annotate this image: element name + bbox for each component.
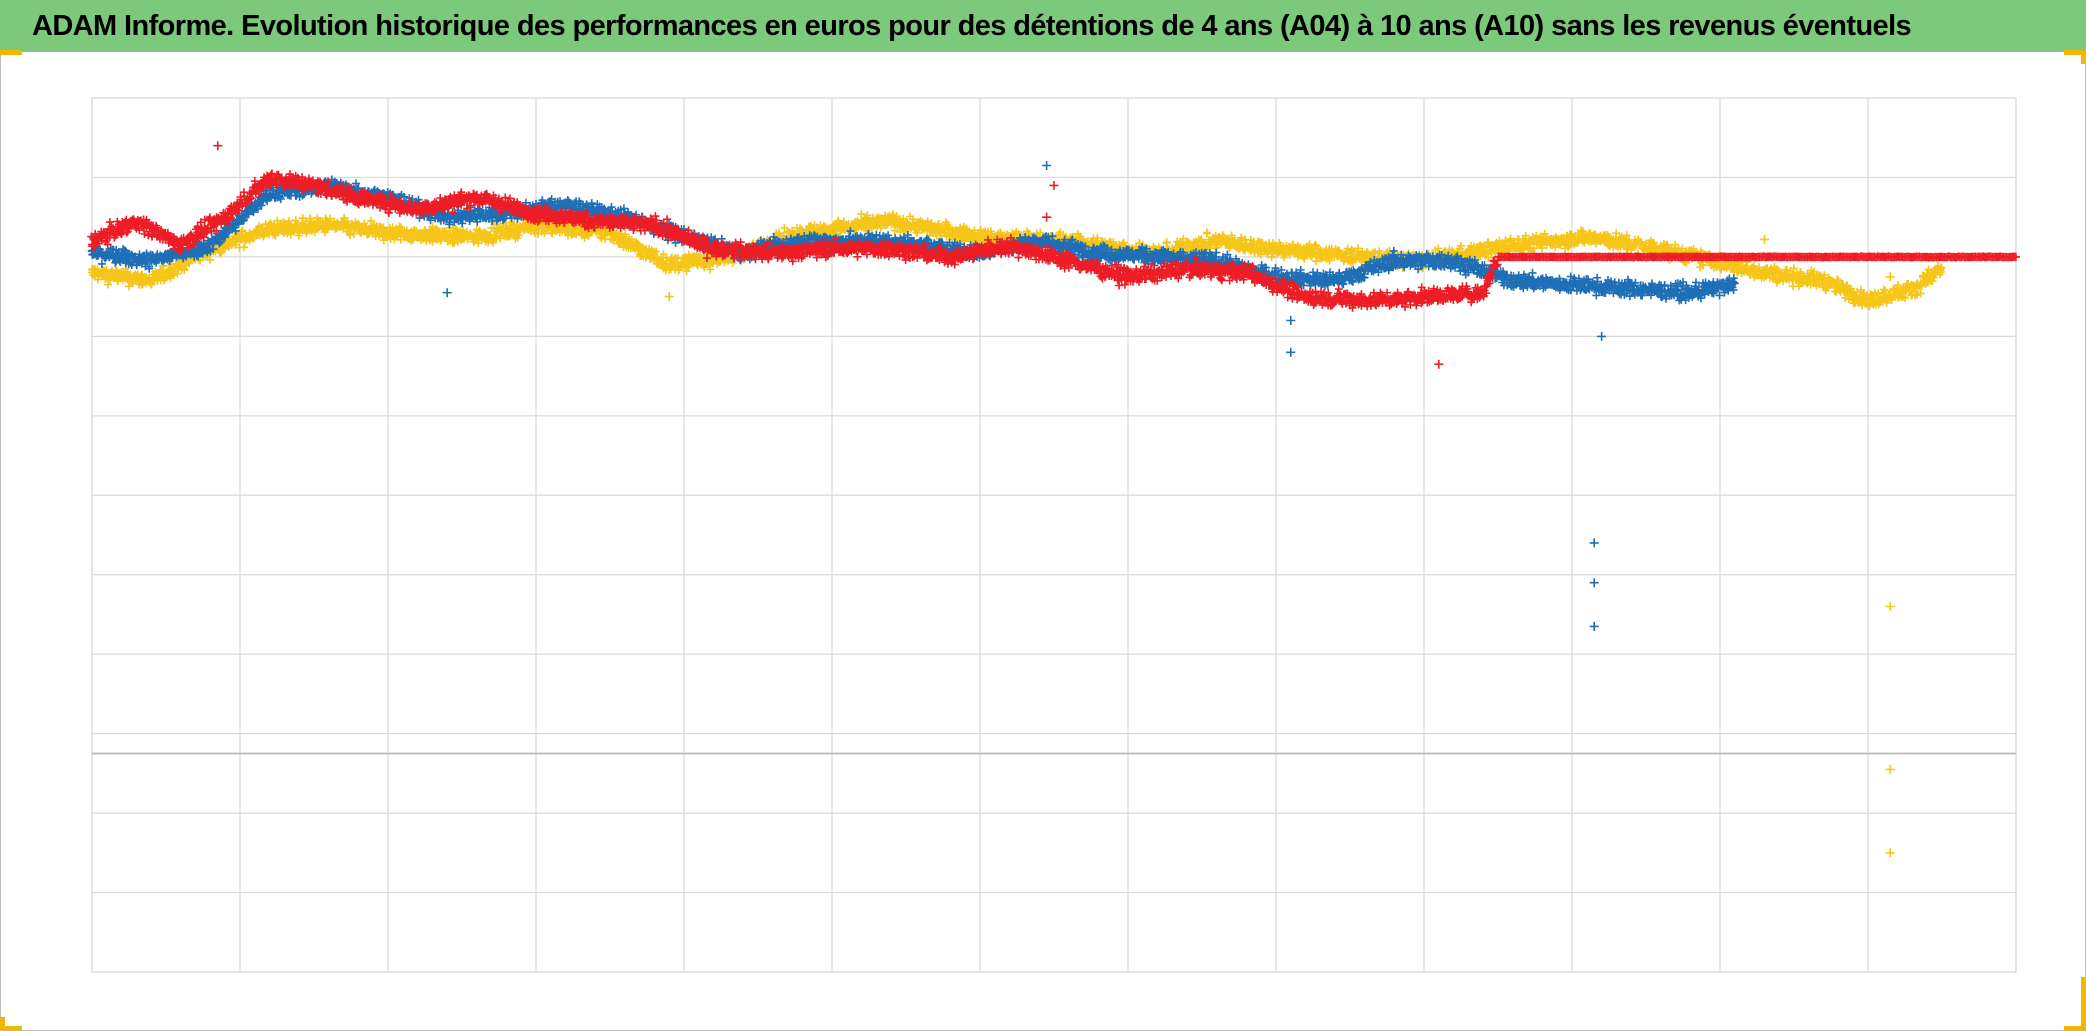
corner-marker-top-right-vertical [2081, 50, 2086, 64]
data-point [396, 235, 405, 244]
data-point [125, 282, 133, 291]
data-point [652, 247, 661, 256]
data-point [104, 280, 112, 289]
title-bar: ADAM Informe. Evolution historique des p… [0, 0, 2086, 52]
data-point [475, 226, 484, 235]
data-point [379, 236, 388, 245]
corner-marker-bottom-left-vertical [0, 1017, 5, 1031]
data-point [206, 255, 214, 264]
data-point [540, 229, 549, 238]
data-point [240, 243, 248, 252]
chart-title: ADAM Informe. Evolution historique des p… [32, 9, 1912, 42]
data-point [249, 234, 257, 243]
data-point [379, 223, 388, 232]
data-point [286, 230, 295, 239]
data-point [367, 216, 375, 225]
data-point [350, 230, 358, 238]
data-point [271, 229, 280, 238]
data-point [173, 269, 182, 278]
data-point [294, 231, 303, 240]
corner-marker-bottom-right [2064, 1026, 2086, 1031]
data-point [306, 214, 315, 223]
data-point [269, 221, 278, 230]
data-point [407, 236, 416, 245]
corner-marker-top-right [2064, 50, 2086, 55]
corner-marker-bottom-left [0, 1026, 22, 1031]
data-point [459, 226, 467, 235]
data-point [238, 226, 247, 235]
data-point [514, 231, 523, 240]
data-point [284, 217, 293, 226]
corner-marker-bottom-right-vertical [2081, 977, 2086, 1031]
corner-marker-top-left [0, 50, 22, 55]
data-point [496, 234, 505, 243]
